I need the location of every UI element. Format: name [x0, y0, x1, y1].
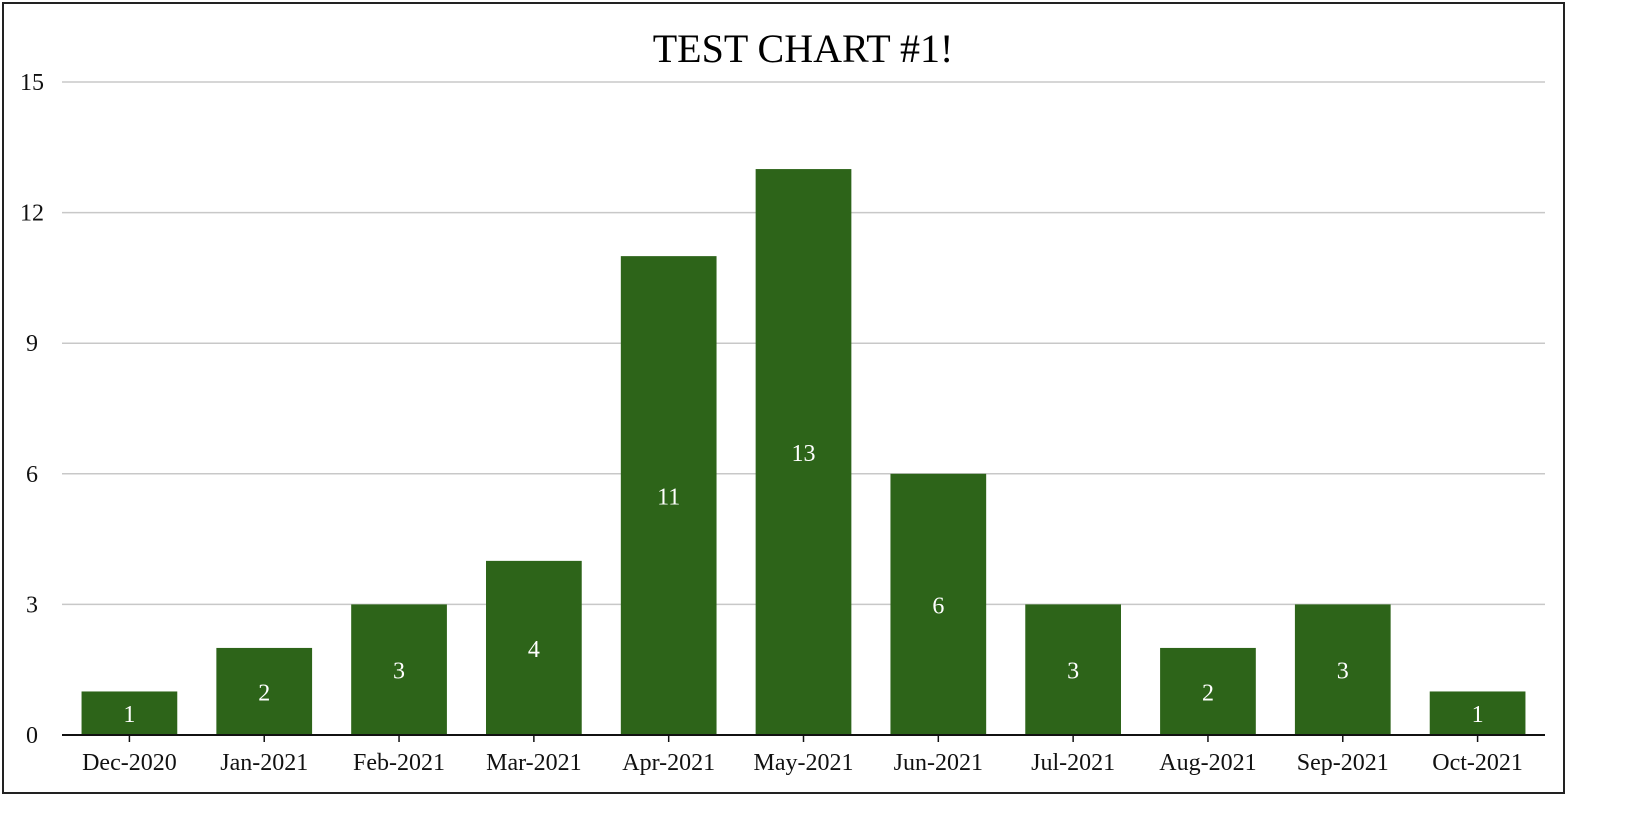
data-label: 6	[932, 593, 944, 619]
y-tick-label: 6	[26, 462, 38, 488]
x-tick-label: Jan-2021	[220, 750, 308, 776]
x-tick-label: May-2021	[754, 750, 854, 776]
data-label: 2	[1202, 680, 1214, 706]
x-tick-label: Apr-2021	[622, 750, 715, 776]
bar-mar-2021[interactable]	[486, 560, 582, 735]
bars	[81, 169, 1526, 736]
bar-aug-2021[interactable]	[1160, 647, 1256, 735]
bar-sep-2021[interactable]	[1294, 604, 1391, 735]
bar-jan-2021[interactable]	[216, 647, 313, 735]
x-tick-label: Dec-2020	[82, 750, 177, 776]
x-tick-label: Jun-2021	[894, 750, 983, 776]
data-label: 3	[393, 659, 405, 685]
bar-apr-2021[interactable]	[620, 256, 717, 735]
data-label: 2	[258, 680, 270, 706]
data-label: 3	[1337, 659, 1349, 685]
data-label: 11	[657, 485, 680, 511]
bar-oct-2021[interactable]	[1429, 691, 1526, 735]
data-labels: 1 2 3 4 11 13 6 3 2 3 1	[123, 441, 1483, 728]
y-tick-label: 0	[26, 723, 38, 749]
bar-dec-2020[interactable]	[81, 691, 178, 735]
data-label: 13	[792, 441, 816, 467]
x-tick-label: Aug-2021	[1159, 750, 1256, 776]
y-tick-label: 9	[26, 331, 38, 357]
bar-feb-2021[interactable]	[351, 604, 447, 735]
y-tick-label: 15	[20, 70, 44, 96]
y-axis-ticks: 0 3 6 9 12 15	[20, 70, 44, 749]
bar-jul-2021[interactable]	[1025, 604, 1121, 735]
y-tick-label: 3	[26, 592, 38, 618]
bar-jun-2021[interactable]	[890, 473, 987, 735]
data-label: 3	[1067, 659, 1079, 685]
x-axis-ticks: Dec-2020 Jan-2021 Feb-2021 Mar-2021 Apr-2021…	[82, 735, 1523, 776]
data-label: 4	[528, 637, 540, 663]
data-label: 1	[1472, 702, 1484, 728]
x-tick-label: Feb-2021	[353, 750, 445, 776]
x-tick-label: Jul-2021	[1031, 750, 1115, 776]
bar-may-2021[interactable]	[755, 169, 852, 736]
chart-title: TEST CHART #1!	[653, 26, 954, 71]
x-tick-label: Oct-2021	[1432, 750, 1523, 776]
y-tick-label: 12	[20, 201, 44, 227]
data-label: 1	[123, 702, 135, 728]
x-tick-label: Sep-2021	[1297, 750, 1389, 776]
x-tick-label: Mar-2021	[486, 750, 582, 776]
